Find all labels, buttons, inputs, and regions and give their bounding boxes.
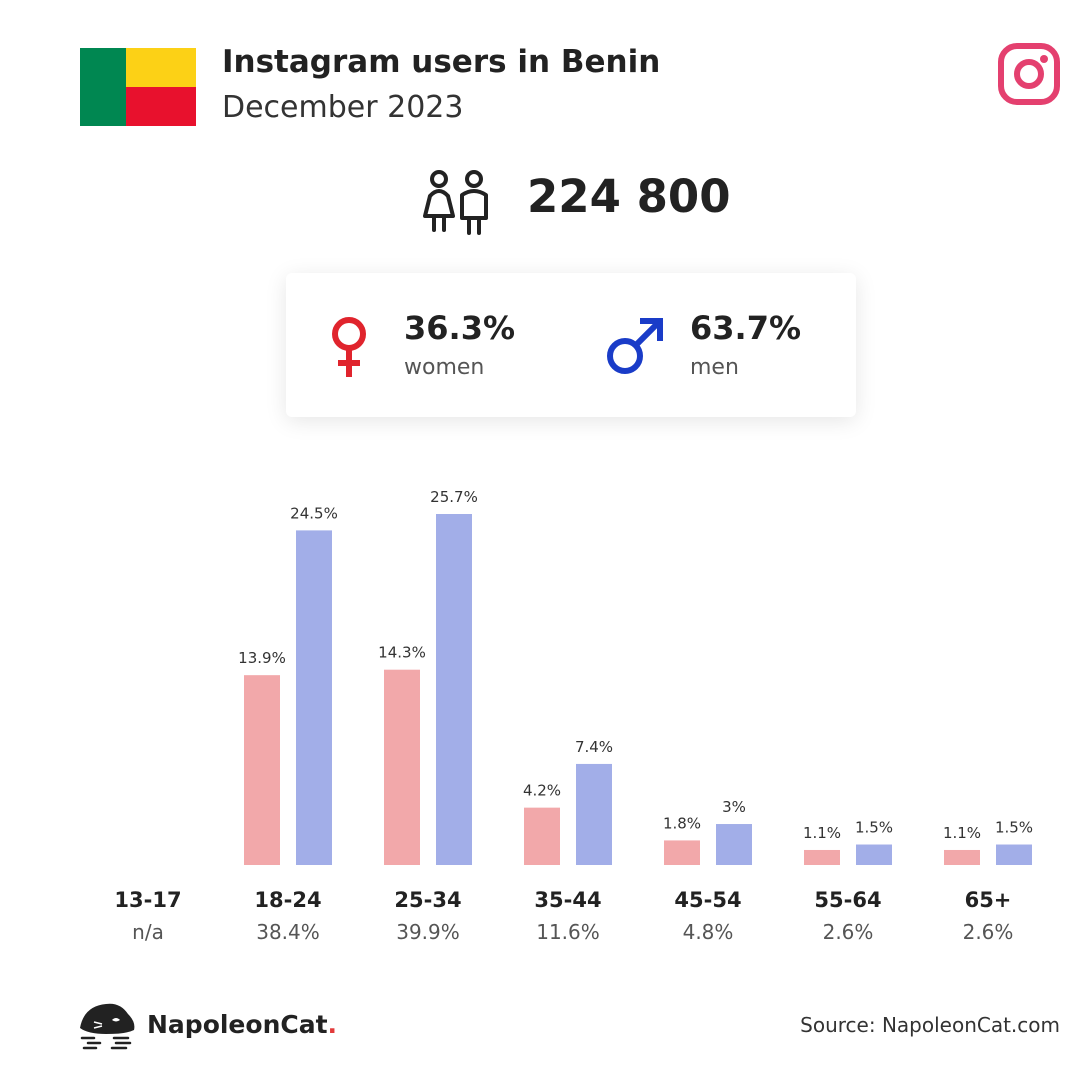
- bar-women-65+: [944, 849, 980, 865]
- bar-men-55-64: [856, 844, 892, 865]
- category-total-45-54: 4.8%: [683, 920, 734, 944]
- bar-women-35-44: [524, 807, 560, 865]
- data-label-women-18-24: 13.9%: [238, 649, 286, 667]
- data-label-men-35-44: 7.4%: [575, 738, 613, 756]
- category-label-55-64: 55-64: [814, 888, 881, 912]
- category-label-65+: 65+: [965, 888, 1012, 912]
- category-label-45-54: 45-54: [674, 888, 741, 912]
- data-label-men-18-24: 24.5%: [290, 504, 338, 522]
- category-total-25-34: 39.9%: [396, 920, 460, 944]
- age-gender-bar-chart: 13-17 n/a 13.9% 24.5% 18-24 38.4% 14.3% 25.7% 25…: [114, 488, 1033, 944]
- category-label-35-44: 35-44: [534, 888, 601, 912]
- instagram-icon: [998, 43, 1060, 105]
- total-users: 224 800: [527, 170, 731, 223]
- flag-red-band: [126, 87, 196, 126]
- data-label-women-65+: 1.1%: [943, 824, 981, 842]
- category-total-35-44: 11.6%: [536, 920, 600, 944]
- bar-men-18-24: [296, 530, 332, 865]
- women-label: women: [404, 355, 485, 380]
- brand-name-text: NapoleonCat: [147, 1010, 328, 1039]
- source-note: Source: NapoleonCat.com: [800, 1013, 1060, 1037]
- brand-name: NapoleonCat.: [147, 1010, 337, 1039]
- men-percent: 63.7%: [690, 309, 802, 347]
- data-label-men-45-54: 3%: [722, 798, 746, 816]
- men-label: men: [690, 355, 739, 380]
- women-percent: 36.3%: [404, 309, 516, 347]
- brand-dot: .: [327, 1010, 338, 1039]
- category-label-25-34: 25-34: [394, 888, 461, 912]
- bar-women-25-34: [384, 669, 420, 865]
- bar-men-45-54: [716, 824, 752, 865]
- category-label-18-24: 18-24: [254, 888, 321, 912]
- male-symbol-icon: [607, 318, 663, 374]
- female-symbol-icon: [332, 317, 366, 377]
- bar-men-65+: [996, 844, 1032, 865]
- gender-card: 36.3% women 63.7% men: [286, 273, 856, 417]
- napoleoncat-logo-icon: [80, 1003, 135, 1050]
- users-icon: [423, 170, 488, 235]
- category-label-13-17: 13-17: [114, 888, 181, 912]
- data-label-men-55-64: 1.5%: [855, 819, 893, 837]
- data-label-men-65+: 1.5%: [995, 819, 1033, 837]
- bar-women-18-24: [244, 675, 280, 865]
- category-total-18-24: 38.4%: [256, 920, 320, 944]
- page-title: Instagram users in Benin: [222, 44, 661, 80]
- bar-men-25-34: [436, 514, 472, 865]
- category-total-65+: 2.6%: [963, 920, 1014, 944]
- data-label-women-25-34: 14.3%: [378, 644, 426, 662]
- bar-men-35-44: [576, 763, 612, 865]
- page-subtitle: December 2023: [222, 90, 464, 125]
- data-label-men-25-34: 25.7%: [430, 488, 478, 506]
- category-total-55-64: 2.6%: [823, 920, 874, 944]
- benin-flag: [80, 48, 196, 126]
- flag-yellow-band: [126, 48, 196, 87]
- flag-green-band: [80, 48, 126, 126]
- data-label-women-45-54: 1.8%: [663, 814, 701, 832]
- data-label-women-35-44: 4.2%: [523, 782, 561, 800]
- data-label-women-55-64: 1.1%: [803, 824, 841, 842]
- bar-women-45-54: [664, 840, 700, 865]
- bar-women-55-64: [804, 849, 840, 865]
- category-total-13-17: n/a: [132, 920, 164, 944]
